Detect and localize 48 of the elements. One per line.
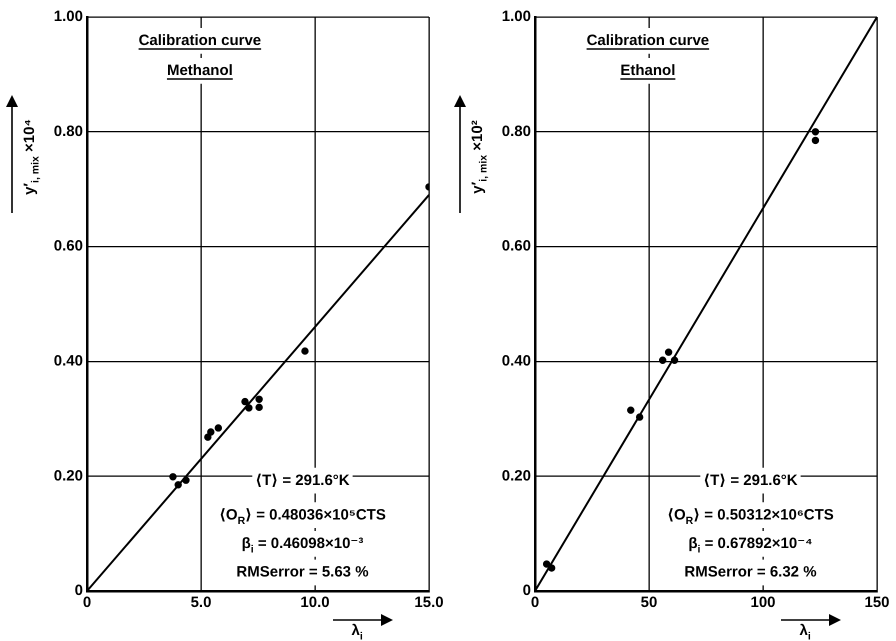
annotation: ⟨T⟩ = 291.6°K (255, 472, 350, 489)
y-tick-label: 0.20 (54, 467, 83, 484)
point (542, 560, 550, 568)
point (204, 433, 212, 441)
y-tick-label: 0.60 (502, 238, 531, 255)
x-tick-label: 50 (640, 594, 658, 612)
point (636, 413, 644, 421)
annotation: RMSerror = 6.32 % (684, 564, 817, 581)
point (174, 481, 182, 489)
point (182, 476, 190, 484)
y-axis-title: y′i, mix ×10⁴ (21, 119, 42, 195)
y-tick-label: 0.40 (54, 352, 83, 370)
text: Calibration curve (586, 32, 710, 49)
y-tick-label: 0.80 (54, 122, 83, 140)
x-tick-label: 150 (864, 594, 890, 612)
point (255, 404, 263, 412)
x-tick-label: 5.0 (190, 594, 212, 612)
point (301, 347, 309, 355)
point (245, 404, 253, 412)
point (255, 396, 263, 403)
y-tick-label: 0 (74, 582, 83, 600)
annotation: RMSerror = 5.63 % (236, 564, 369, 581)
y-tick-label: 0.80 (502, 122, 531, 140)
point (548, 564, 556, 572)
point (214, 424, 222, 432)
y-axis-title: y′i, mix ×10² (469, 120, 490, 194)
point (812, 136, 820, 144)
text: Calibration curve (138, 32, 262, 49)
annotation: ⟨T⟩ = 291.6°K (703, 472, 798, 489)
point (670, 356, 678, 364)
y-tick-label: 0 (522, 582, 531, 600)
text: Ethanol (620, 62, 676, 79)
x-tick-label: 10.0 (300, 594, 330, 612)
point (207, 428, 215, 436)
text: Methanol (166, 62, 233, 79)
point (812, 128, 820, 136)
y-tick-label: 1.00 (54, 8, 83, 26)
y-tick-label: 0.60 (54, 238, 83, 255)
point (169, 473, 177, 480)
point (241, 398, 249, 406)
point (627, 406, 634, 414)
y-tick-label: 0.20 (502, 467, 531, 484)
y-tick-label: 0.40 (502, 352, 531, 370)
y-tick-label: 1.00 (502, 8, 531, 26)
x-tick-label: 100 (750, 594, 776, 612)
x-tick-label: 15.0 (414, 594, 444, 612)
point (658, 356, 666, 364)
point (664, 348, 672, 356)
